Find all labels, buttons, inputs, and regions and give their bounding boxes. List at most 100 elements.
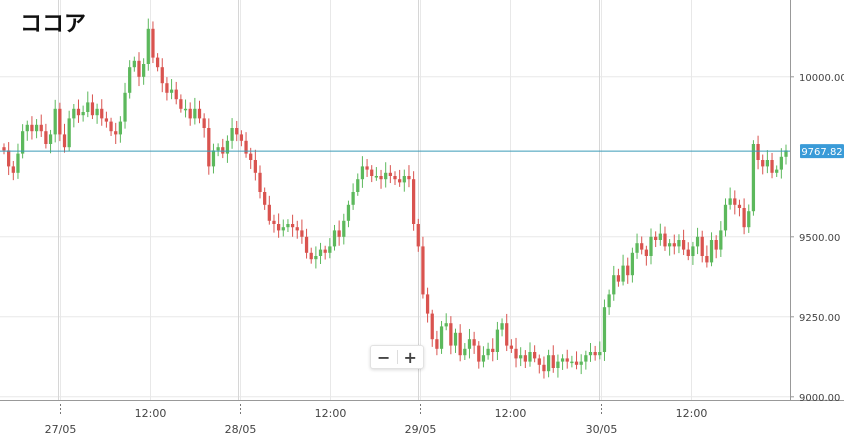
candle [570,361,574,364]
candle [300,230,304,237]
candle [146,28,150,64]
x-tick-label: 12:00 [315,407,347,420]
candle [663,233,667,247]
candle [109,121,113,132]
y-tick-label: 9000.00 [799,393,840,404]
candle [314,256,318,260]
candle [654,236,658,240]
candle [384,172,388,180]
candle [235,128,239,135]
candle [30,124,34,132]
candle [20,131,25,154]
candle [733,198,737,205]
candle [360,166,365,180]
candle [62,134,67,148]
candle [411,179,416,224]
candle [39,124,43,132]
last-price-badge [800,144,844,159]
zoom-separator [396,350,398,364]
candle [267,204,271,221]
candle [635,243,639,253]
candle [728,198,732,205]
y-tick-label: 9500.00 [799,233,840,244]
candle [379,176,383,180]
candle [393,176,397,180]
candle [574,361,579,365]
candle [249,153,253,160]
candle [76,108,81,116]
candle [193,108,197,119]
candle [407,176,411,180]
zoom-in-button[interactable]: + [403,347,417,367]
candle [123,92,127,122]
zoom-control: − + [370,345,424,369]
candle [705,256,709,263]
candle [230,128,234,141]
candle [11,166,15,173]
candle [104,118,109,122]
candle [290,224,295,228]
candle [16,153,20,173]
candle [444,323,448,327]
candle [197,108,202,119]
candle [188,108,192,119]
candle [374,176,379,178]
candle [700,236,704,256]
candle [142,64,146,77]
candle [114,131,118,135]
candle [398,179,402,183]
candle [421,246,425,295]
candle [365,166,369,170]
candle [137,60,141,77]
candle [751,144,756,212]
candle [602,307,607,352]
candle [323,249,327,253]
x-tick-label: 12:00 [676,407,708,420]
candle [165,83,169,93]
candle [737,204,742,208]
candle [747,211,751,228]
zoom-out-button[interactable]: − [377,347,391,367]
candle [714,240,718,250]
candle [25,124,29,132]
candle [430,313,434,340]
candle [691,246,695,256]
candle [86,102,90,112]
candle [588,352,593,356]
candle [318,249,323,256]
candle [649,236,653,256]
candle [612,275,616,295]
candle [221,147,225,154]
candle [439,326,444,349]
candle [719,230,723,250]
chart-title: ココア [20,12,87,37]
candle [770,160,774,173]
candle [67,118,71,148]
candle [342,220,346,237]
x-tick-label: 27/05 [45,423,77,436]
candle [81,112,85,116]
candle [281,227,285,231]
candle [34,124,39,132]
candle [761,160,765,167]
candle [481,355,486,362]
candle [765,160,770,167]
candle [207,128,211,167]
candle [723,204,728,231]
candle [346,204,351,221]
candle [44,131,48,144]
candle [435,339,439,349]
candle [370,169,374,176]
candle [775,169,779,173]
candle [500,323,504,330]
candle [621,265,625,282]
candle [528,352,532,362]
candle [514,348,518,359]
candle [779,156,783,170]
candle [295,227,299,231]
candle [640,243,644,250]
candle [169,89,174,93]
candle [477,345,481,362]
